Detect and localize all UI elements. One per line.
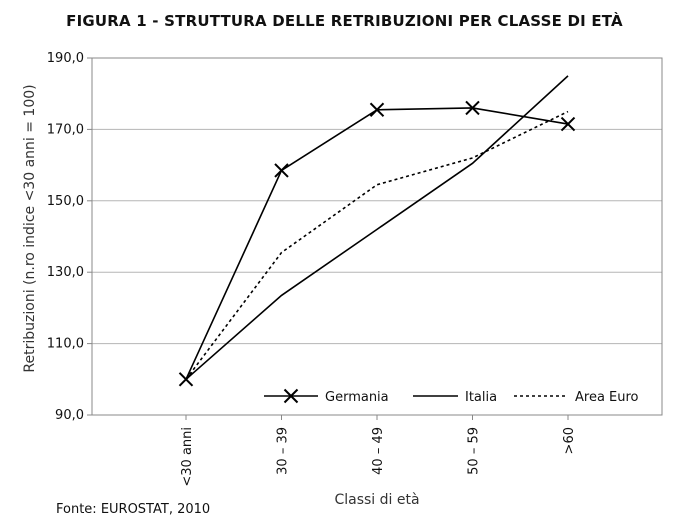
- series-line-italia: [185, 75, 569, 380]
- y-tick-label: 90,0: [55, 408, 84, 423]
- x-axis-label: Classi di età: [334, 492, 419, 508]
- y-tick-label: 110,0: [47, 337, 84, 352]
- x-axis-ticks: <30 anni 30 – 39 40 – 49 50 – 59 >60: [180, 415, 577, 487]
- data-point-marker: [465, 100, 480, 116]
- series-line-area-euro: [185, 110, 569, 380]
- x-tick-label: 30 – 39: [276, 427, 291, 475]
- legend-label: Germania: [325, 390, 389, 405]
- data-point-marker: [274, 163, 289, 178]
- y-tick-label: 170,0: [47, 122, 84, 137]
- legend-marker: [283, 388, 299, 404]
- x-tick-label: 50 – 59: [467, 427, 482, 475]
- data-point-marker: [369, 102, 385, 117]
- chart-title: FIGURA 1 - STRUTTURA DELLE RETRIBUZIONI …: [66, 12, 623, 30]
- legend: Germania Italia Area Euro: [264, 388, 639, 405]
- plot-area: [91, 57, 663, 416]
- grid-lines: [92, 57, 662, 416]
- y-tick-label: 150,0: [47, 194, 84, 209]
- legend-label: Area Euro: [575, 390, 639, 405]
- y-axis-ticks: 90,0 110,0 130,0 150,0 170,0 190,0: [47, 51, 92, 423]
- source-note: Fonte: EUROSTAT, 2010: [56, 502, 211, 517]
- data-point-marker: [560, 116, 576, 132]
- y-tick-label: 190,0: [47, 51, 84, 66]
- series-line-germania: [185, 107, 569, 380]
- x-tick-label: >60: [562, 427, 577, 454]
- x-tick-label: <30 anni: [180, 427, 195, 487]
- legend-label: Italia: [465, 390, 497, 405]
- y-tick-label: 130,0: [47, 265, 84, 280]
- x-tick-label: 40 – 49: [371, 427, 386, 475]
- series-lines: [178, 75, 576, 387]
- y-axis-label: Retribuzioni (n.ro indice <30 anni = 100…: [22, 84, 38, 372]
